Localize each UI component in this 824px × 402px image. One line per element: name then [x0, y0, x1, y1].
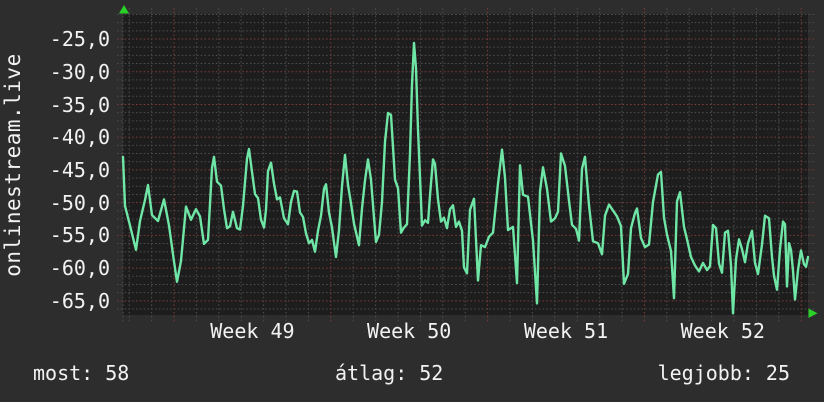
y-axis-arrow-icon: [119, 5, 129, 14]
y-axis-tick-label: -60,0: [49, 256, 110, 281]
stat-average: átlag: 52: [335, 361, 443, 385]
series-line-layer: [121, 41, 810, 315]
site-label: onlinestream.live: [1, 53, 25, 277]
stat-current: most: 58: [33, 361, 129, 385]
stat-average-value: 52: [419, 361, 444, 385]
stat-average-label: átlag:: [335, 361, 408, 385]
y-axis-tick-label: -55,0: [49, 223, 110, 248]
y-axis-tick-label: -30,0: [49, 59, 110, 84]
stat-best-value: 25: [765, 361, 790, 385]
y-axis-tick-label: -50,0: [49, 190, 110, 215]
x-axis-tick-label: Week 51: [523, 319, 609, 343]
series-line: [121, 41, 810, 315]
y-axis-tick-label: -25,0: [49, 27, 110, 51]
stat-current-value: 58: [105, 361, 130, 385]
y-axis-tick-label: -40,0: [49, 125, 110, 150]
y-axis-tick-label: -45,0: [49, 157, 110, 182]
stat-best: legjobb: 25: [658, 361, 790, 385]
x-axis-tick-label: Week 52: [680, 319, 765, 343]
stat-best-label: legjobb:: [657, 361, 754, 385]
stat-current-label: most:: [33, 361, 94, 385]
y-axis-tick-label: -65,0: [49, 288, 110, 313]
x-axis-tick-label: Week 50: [367, 319, 452, 343]
grid-layer: [117, 8, 815, 322]
y-axis-tick-label: -35,0: [49, 92, 110, 117]
x-axis-arrow-icon: [808, 308, 818, 318]
x-axis-tick-label: Week 49: [210, 319, 295, 343]
